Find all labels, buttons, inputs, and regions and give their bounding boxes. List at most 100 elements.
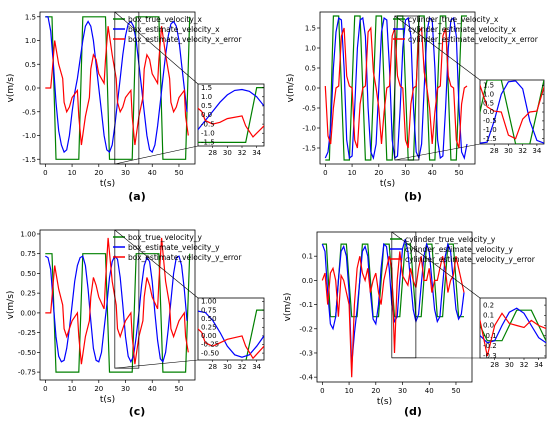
legend-entry-2: cylinder_estimate_velocity_y_error bbox=[405, 255, 536, 264]
y-axis-label: v(m/s) bbox=[6, 74, 16, 103]
zoom-series-group bbox=[480, 80, 544, 144]
zoom-y-tick-label: -0.3 bbox=[483, 352, 497, 360]
zoom-source-box bbox=[114, 11, 140, 165]
zoom-x-tick-label: 30 bbox=[223, 149, 232, 157]
zoom-series-line-1 bbox=[480, 80, 544, 144]
x-tick-label: 10 bbox=[68, 385, 77, 393]
series-line-2 bbox=[324, 26, 468, 149]
zoom-y-tick-label: -0.1 bbox=[483, 332, 497, 340]
zoom-connector-top bbox=[114, 229, 199, 299]
zoom-x-tick-label: 30 bbox=[223, 363, 232, 371]
zoom-y-tick-label: -0.5 bbox=[483, 117, 497, 125]
legend-entry-2: box_estimate_velocity_x_error bbox=[128, 35, 242, 44]
x-tick-label: 50 bbox=[175, 385, 184, 393]
x-tick-label: 10 bbox=[348, 169, 357, 177]
y-tick-label: 0.0 bbox=[25, 85, 36, 93]
x-axis-label: t(s) bbox=[380, 179, 395, 189]
series-line-2 bbox=[321, 251, 465, 378]
series-line-2 bbox=[45, 26, 189, 146]
y-tick-label: -0.5 bbox=[302, 105, 316, 113]
y-tick-label: -0.25 bbox=[18, 329, 36, 337]
x-tick-label: 20 bbox=[94, 169, 103, 177]
x-tick-label: 50 bbox=[452, 387, 461, 395]
y-tick-label: 1.0 bbox=[305, 45, 316, 53]
y-tick-label: -0.3 bbox=[299, 349, 313, 357]
chart-panel-3: 0 10 20 30 40 50 -0.4 -0.3 -0.2 -0.1 0.0 0.1 t(s) v(m… bbox=[283, 231, 547, 418]
series-line-0 bbox=[45, 253, 191, 373]
zoom-series-line-1 bbox=[198, 88, 264, 131]
series-group bbox=[45, 16, 191, 160]
zoom-x-tick-label: 34 bbox=[532, 147, 541, 155]
zoom-series-line-0 bbox=[198, 86, 264, 143]
zoom-x-tick-label: 28 bbox=[490, 147, 499, 155]
legend-entry-0: box_true_velocity_x bbox=[128, 15, 203, 24]
y-tick-label: -1.0 bbox=[302, 125, 316, 133]
zoom-series-group bbox=[198, 309, 264, 360]
zoom-x-tick-label: 32 bbox=[520, 361, 529, 369]
zoom-inset: 28 30 32 34 -0.3 -0.2 -0.1 0.0 0.1 0.2 bbox=[479, 297, 547, 369]
panel-caption: (a) bbox=[128, 190, 145, 203]
x-tick-label: 40 bbox=[148, 385, 157, 393]
x-axis-label: t(s) bbox=[100, 179, 115, 189]
y-tick-label: 0.00 bbox=[20, 309, 36, 317]
x-axis-label: t(s) bbox=[377, 397, 392, 407]
zoom-x-tick-label: 34 bbox=[534, 361, 543, 369]
zoom-y-tick-label: 1.00 bbox=[201, 298, 217, 306]
zoom-y-tick-label: 0.5 bbox=[483, 99, 494, 107]
x-tick-label: 0 bbox=[43, 385, 47, 393]
zoom-y-tick-label: 0.5 bbox=[201, 102, 212, 110]
zoom-connector-bottom bbox=[394, 143, 481, 161]
zoom-y-tick-label: -0.25 bbox=[201, 341, 219, 349]
zoom-connector-bottom bbox=[114, 359, 199, 369]
legend-entry-0: cylinder_true_velocity_y bbox=[405, 235, 496, 244]
y-tick-label: -0.5 bbox=[22, 108, 36, 116]
zoom-y-tick-label: 0.50 bbox=[201, 315, 217, 323]
x-tick-label: 50 bbox=[175, 169, 184, 177]
zoom-y-tick-label: 0.2 bbox=[483, 301, 494, 309]
zoom-x-tick-label: 30 bbox=[504, 147, 513, 155]
zoom-y-tick-label: -1.0 bbox=[201, 129, 215, 137]
y-tick-label: 0.0 bbox=[305, 85, 316, 93]
zoom-y-tick-label: 0.00 bbox=[201, 332, 217, 340]
x-tick-label: 30 bbox=[121, 385, 130, 393]
zoom-series-line-2 bbox=[198, 107, 264, 138]
legend-entry-1: box_estimate_velocity_y bbox=[128, 243, 220, 252]
y-tick-label: 1.5 bbox=[25, 13, 36, 21]
y-tick-label: 0.1 bbox=[302, 253, 313, 261]
zoom-source-box bbox=[394, 15, 420, 161]
y-tick-label: -0.1 bbox=[299, 301, 313, 309]
y-axis-label: v(m/s) bbox=[286, 74, 296, 103]
x-tick-label: 50 bbox=[455, 169, 464, 177]
zoom-series-line-2 bbox=[198, 328, 264, 360]
x-tick-label: 40 bbox=[148, 169, 157, 177]
x-tick-label: 40 bbox=[425, 387, 434, 395]
zoom-x-tick-label: 32 bbox=[238, 149, 247, 157]
series-line-0 bbox=[45, 16, 191, 160]
legend-entry-2: box_estimate_velocity_y_error bbox=[128, 253, 242, 262]
x-tick-label: 20 bbox=[371, 387, 380, 395]
chart-panel-2: 0 10 20 30 40 50-0.75-0.50-0.250.000.250.500.… bbox=[6, 229, 265, 418]
zoom-y-tick-label: 0.25 bbox=[201, 323, 217, 331]
x-tick-label: 0 bbox=[320, 387, 324, 395]
zoom-x-tick-label: 34 bbox=[252, 149, 261, 157]
legend-entry-0: cylinder_true_velocity_x bbox=[408, 15, 499, 24]
y-tick-label: 0.5 bbox=[305, 65, 316, 73]
zoom-connector-top bbox=[114, 11, 199, 85]
zoom-series-line-2 bbox=[480, 312, 546, 357]
zoom-y-tick-label: 1.5 bbox=[201, 84, 212, 92]
panel-caption: (b) bbox=[404, 190, 422, 203]
legend-entry-1: box_estimate_velocity_x bbox=[128, 25, 220, 34]
x-tick-label: 0 bbox=[43, 169, 47, 177]
x-tick-label: 10 bbox=[68, 169, 77, 177]
zoom-y-tick-label: 0.0 bbox=[201, 111, 212, 119]
y-tick-label: 0.5 bbox=[25, 61, 36, 69]
y-tick-label: -0.75 bbox=[18, 369, 36, 377]
zoom-x-tick-label: 28 bbox=[490, 361, 499, 369]
chart-panel-0: 0 10 20 30 40 50-1.5-1.0-0.50.00.51.01.5t(s)v… bbox=[6, 11, 265, 203]
x-tick-label: 20 bbox=[94, 385, 103, 393]
y-tick-label: 1.0 bbox=[25, 37, 36, 45]
zoom-x-tick-label: 34 bbox=[252, 363, 261, 371]
plot-area bbox=[39, 11, 196, 165]
zoom-inset: 28 30 32 34 -1.5-1.0-0.50.00.51.01.5 bbox=[479, 79, 545, 155]
